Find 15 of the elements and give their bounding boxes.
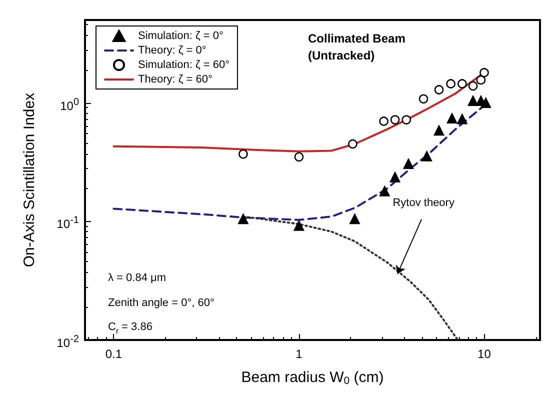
legend-label: Theory: ζ = 60° xyxy=(138,74,212,86)
y-tick-label: 10$^{-2}$ xyxy=(56,333,79,351)
x-tick-label: 0.1 xyxy=(105,347,122,361)
legend-label: Simulation: ζ = 60° xyxy=(138,59,230,71)
annotation: Rytov theory xyxy=(392,197,455,210)
annotation: Zenith angle = 0°, 60° xyxy=(108,297,214,309)
y-tick-label: 10$^{-1}$ xyxy=(56,214,79,232)
legend-label: Simulation: ζ = 0° xyxy=(138,30,224,42)
annotation: Collimated Beam (Untracked) xyxy=(308,32,406,62)
legend-label: Theory: ζ = 0° xyxy=(138,44,206,56)
y-axis-title: On-Axis Scintillation Index xyxy=(21,92,38,268)
x-tick-label: 1 xyxy=(296,347,303,361)
x-tick-label: 10 xyxy=(478,347,492,361)
annotation: λ = 0.84 μm xyxy=(108,272,166,284)
y-tick-label: 10$^{0}$ xyxy=(60,96,79,114)
